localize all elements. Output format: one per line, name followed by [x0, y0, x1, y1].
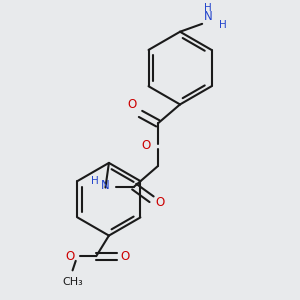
Text: O: O [128, 98, 137, 111]
Text: H: H [219, 20, 226, 30]
Text: N: N [101, 179, 110, 193]
Text: CH₃: CH₃ [62, 277, 83, 287]
Text: N: N [204, 10, 212, 23]
Text: H: H [204, 3, 212, 13]
Text: O: O [65, 250, 74, 262]
Text: O: O [155, 196, 165, 209]
Text: O: O [121, 250, 130, 262]
Text: O: O [142, 139, 151, 152]
Text: H: H [91, 176, 98, 186]
